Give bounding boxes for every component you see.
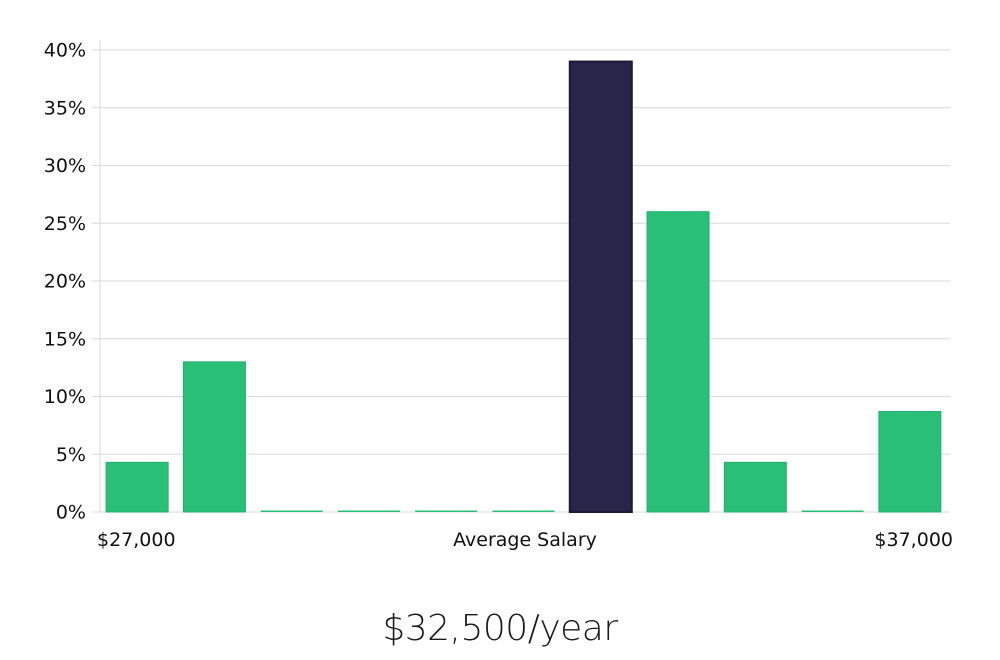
- bar: [646, 211, 710, 513]
- bar: [723, 461, 787, 513]
- x-axis-min-label: $27,000: [97, 529, 176, 551]
- x-axis-max-label: $37,000: [874, 529, 953, 551]
- y-tick-label: 35%: [44, 97, 86, 119]
- y-tick-label: 10%: [44, 386, 86, 408]
- x-axis-title: Average Salary: [453, 529, 597, 551]
- salary-distribution-chart: 0% 5% 10% 15% 20% 25% 30% 35% 40%: [44, 40, 950, 524]
- y-tick-label: 30%: [44, 155, 86, 177]
- bar-empty: [337, 510, 400, 512]
- bar-highlight: [568, 60, 633, 514]
- bar: [182, 361, 246, 513]
- bar-empty: [492, 510, 555, 512]
- bar: [105, 461, 169, 513]
- y-tick-label: 15%: [44, 328, 86, 350]
- y-tick-label: 5%: [56, 444, 86, 466]
- bar-empty: [415, 510, 478, 512]
- y-tick-label: 20%: [44, 271, 86, 293]
- y-tick-label: 0%: [56, 502, 86, 524]
- bar: [878, 411, 942, 513]
- average-salary-value: $32,500/year: [382, 608, 618, 649]
- y-tick-label: 25%: [44, 213, 86, 235]
- y-tick-label: 40%: [44, 40, 86, 62]
- bar-empty: [260, 510, 323, 512]
- bar-empty: [801, 510, 864, 512]
